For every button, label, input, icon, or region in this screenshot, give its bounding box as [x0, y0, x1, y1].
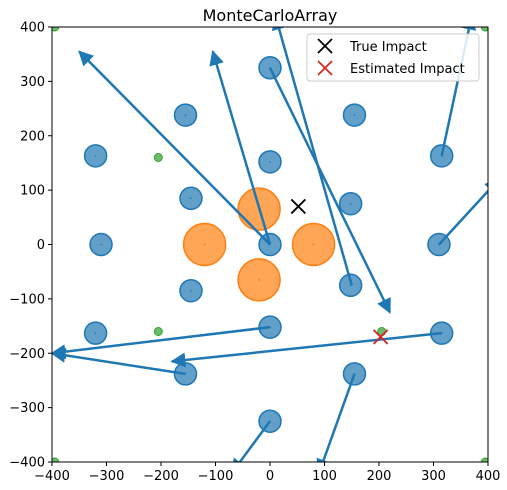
direction-arrow-6: [52, 325, 271, 360]
direction-arrow-0: [78, 50, 271, 246]
direction-arrow-2: [271, 27, 353, 286]
large-sensor-center-3: [258, 278, 261, 281]
y-tick-label-8: 400: [20, 21, 45, 36]
x-tick-label-8: 400: [476, 469, 501, 484]
legend-box: [306, 33, 480, 82]
legend-entry-true: True Impact: [317, 38, 427, 55]
small-sensor-point-3: [153, 327, 163, 336]
y-tick-label-7: 300: [20, 75, 45, 90]
legend-estimated-label: Estimated Impact: [350, 62, 465, 77]
sensor-center-11: [190, 289, 192, 292]
large-sensor-center-1: [312, 243, 315, 246]
x-tick-label-2: −200: [143, 469, 179, 484]
direction-arrow-8: [170, 331, 442, 368]
legend-true-label: True Impact: [349, 40, 427, 55]
large-sensor-center-0: [203, 243, 206, 246]
direction-arrow-9: [230, 420, 272, 462]
x-tick-label-0: −400: [34, 469, 70, 484]
y-tick-label-4: 0: [37, 238, 45, 253]
y-tick-label-1: −300: [9, 401, 45, 416]
sensor-center-6: [190, 197, 192, 200]
sensor-center-0: [184, 114, 187, 116]
direction-arrow-5: [438, 178, 488, 246]
direction-arrow-7: [52, 347, 186, 376]
sensor-center-8: [100, 243, 102, 246]
y-tick-label-3: −100: [9, 292, 45, 307]
legend: True Impact Estimated Impact: [306, 33, 480, 82]
y-tick-label-6: 200: [20, 129, 45, 144]
y-tick-label-0: −400: [9, 456, 45, 471]
true-impact-marker: [290, 198, 306, 215]
chart-title: MonteCarloArray: [203, 6, 338, 25]
legend-entry-estimated: Estimated Impact: [317, 60, 465, 77]
x-tick-label-7: 300: [421, 469, 446, 484]
x-tick-label-1: −300: [89, 469, 125, 484]
y-tick-label-2: −200: [9, 347, 45, 362]
sensor-center-4: [94, 155, 97, 157]
direction-arrow-1: [209, 50, 272, 245]
axes: −400 −300 −200 −100 0 100 200 300 400 −400 −300 −20…: [9, 21, 500, 485]
direction-arrow-10: [316, 373, 356, 462]
sensor-center-7: [349, 202, 352, 205]
sensor-center-3: [269, 161, 271, 163]
legend-estimated-marker-icon: [317, 60, 333, 76]
sensor-center-1: [353, 114, 356, 116]
x-tick-label-5: 100: [312, 469, 337, 484]
sensor-center-13: [94, 332, 97, 334]
x-tick-label-6: 200: [367, 469, 392, 484]
small-sensor-point-1: [480, 27, 488, 32]
small-sensor-point-0: [52, 27, 60, 32]
plot-area: [52, 27, 488, 462]
legend-true-marker-icon: [317, 38, 333, 54]
small-sensor-point-2: [153, 153, 163, 162]
estimated-impact-marker: [372, 329, 389, 345]
direction-arrow-3: [268, 67, 392, 314]
y-tick-label-5: 100: [20, 184, 45, 199]
small-sensor-point-5: [52, 457, 60, 462]
small-sensor-point-6: [480, 457, 488, 462]
x-tick-label-4: 0: [266, 469, 274, 484]
x-tick-label-3: −100: [198, 469, 234, 484]
